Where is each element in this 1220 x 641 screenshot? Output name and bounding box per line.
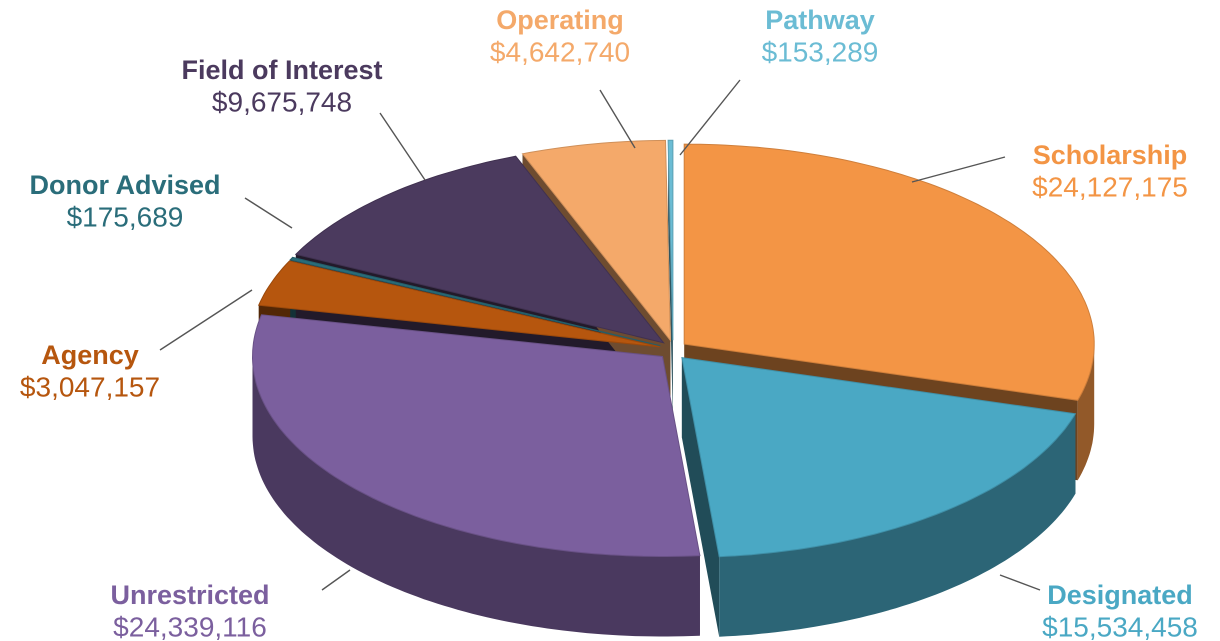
slice bbox=[521, 139, 671, 342]
slice-side bbox=[719, 413, 1076, 637]
slice-value: $153,289 bbox=[762, 36, 879, 67]
leader-line bbox=[159, 289, 253, 351]
slice-value: $4,642,740 bbox=[490, 36, 630, 67]
slice-side bbox=[252, 356, 700, 637]
slice-value: $24,339,116 bbox=[113, 611, 267, 641]
slice-value: $3,047,157 bbox=[20, 371, 160, 402]
slice-side bbox=[1077, 344, 1095, 481]
slice-name: Agency bbox=[41, 340, 139, 370]
slice bbox=[683, 143, 1095, 401]
slice bbox=[257, 260, 660, 348]
slice-name: Scholarship bbox=[1033, 140, 1188, 170]
leader-line bbox=[911, 156, 1006, 183]
slice-value: $24,127,175 bbox=[1032, 171, 1188, 202]
slice-name: Designated bbox=[1047, 580, 1193, 610]
leader-line bbox=[999, 574, 1041, 591]
leader-line bbox=[679, 79, 741, 156]
slice-value: $15,534,458 bbox=[1042, 611, 1198, 641]
slice-value: $9,675,748 bbox=[212, 86, 352, 117]
slice bbox=[289, 256, 661, 347]
leader-line bbox=[379, 112, 426, 181]
leader-line bbox=[321, 569, 351, 591]
slice-name: Field of Interest bbox=[181, 55, 382, 85]
leader-line bbox=[244, 197, 293, 229]
pie bbox=[251, 139, 1095, 637]
labels: Scholarship$24,127,175 Designated$15,534,… bbox=[20, 5, 1198, 641]
leader-line bbox=[599, 89, 636, 149]
slice bbox=[681, 357, 1077, 558]
slice-name: Unrestricted bbox=[110, 580, 269, 610]
slice bbox=[251, 314, 701, 557]
slice-wall bbox=[681, 357, 720, 637]
slice bbox=[667, 139, 674, 341]
slice-name: Pathway bbox=[765, 5, 875, 35]
slice bbox=[294, 155, 665, 344]
slice-name: Donor Advised bbox=[29, 170, 220, 200]
slice-name: Operating bbox=[496, 5, 624, 35]
slice-value: $175,689 bbox=[67, 201, 184, 232]
